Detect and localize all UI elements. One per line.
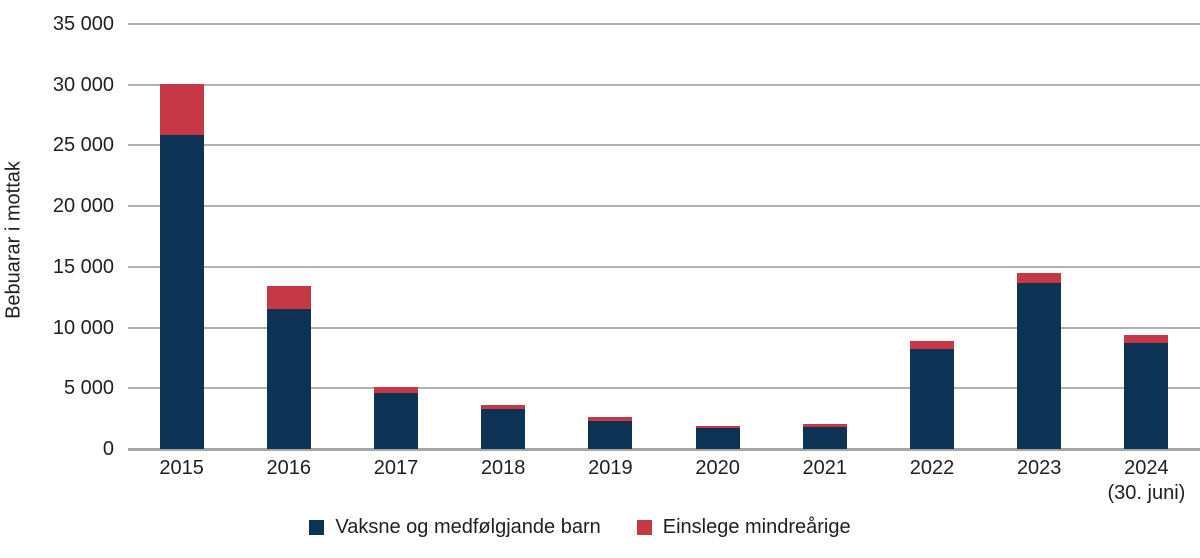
y-tick-label: 10 000 [52, 316, 114, 339]
grid-line [128, 205, 1200, 208]
bar-segment-2021-vaksne [802, 427, 847, 449]
bar-segment-2019-vaksne [588, 421, 633, 449]
y-tick-label: 0 [102, 438, 114, 460]
x-category-year: 2016 [266, 457, 312, 479]
x-category-label: 2018 [443, 456, 563, 481]
y-tick-label: 15 000 [52, 255, 114, 278]
legend-label-einslege: Einslege mindreårige [662, 516, 851, 538]
x-category-label: 2022 [872, 456, 992, 481]
x-category-year: 2022 [909, 457, 955, 479]
bar-segment-2020-einslege [695, 425, 740, 429]
bar-segment-2017-vaksne [374, 393, 418, 449]
bar-segment-2016-einslege [266, 286, 311, 310]
y-tick-label: 5 000 [63, 377, 114, 400]
x-category-sublabel: (30. juni) [1107, 482, 1186, 504]
legend-swatch-einslege [636, 520, 652, 535]
grid-line [128, 265, 1200, 268]
x-category-label: 2020 [658, 456, 778, 481]
grid-line [128, 387, 1200, 390]
grid-line [128, 23, 1200, 25]
x-category-year: 2021 [802, 457, 848, 479]
bar-segment-2018-einslege [481, 405, 526, 409]
x-category-label: 2023 [979, 456, 1099, 481]
grid-line [128, 326, 1200, 329]
x-category-year: 2017 [373, 457, 419, 479]
x-category-year: 2018 [480, 457, 526, 479]
grid-line [128, 83, 1200, 86]
x-category-label: 2017 [336, 456, 456, 481]
legend-label-vaksne: Vaksne og medfølgjande barn [335, 516, 601, 538]
bar-segment-2015-einslege [159, 83, 204, 135]
legend-item-einslege: Einslege mindreårige [636, 516, 851, 539]
x-category-year: 2019 [588, 457, 633, 479]
legend-item-vaksne: Vaksne og medfølgjande barn [309, 516, 601, 539]
x-category-year: 2024 [1124, 457, 1169, 479]
x-category-year: 2015 [159, 457, 204, 479]
bar-segment-2021-einslege [802, 423, 847, 428]
y-tick-label: 30 000 [52, 73, 114, 96]
x-category-label: 2015 [122, 456, 242, 481]
x-category-label: 2016 [229, 456, 349, 481]
bar-segment-2023-einslege [1017, 272, 1062, 283]
grid-line [128, 144, 1200, 147]
bar-segment-2020-vaksne [695, 428, 740, 449]
bar-segment-2022-einslege [910, 340, 954, 350]
y-tick-label: 35 000 [52, 13, 114, 35]
bar-segment-2022-vaksne [910, 349, 954, 449]
legend-swatch-vaksne [309, 520, 325, 535]
bar-segment-2016-vaksne [266, 309, 311, 449]
x-category-label: 2019 [550, 456, 670, 481]
legend: Vaksne og medfølgjande barn Einslege min… [0, 516, 1160, 539]
bar-segment-2024-vaksne [1124, 343, 1169, 449]
bar-segment-2024-einslege [1124, 334, 1169, 344]
bar-segment-2019-einslege [588, 417, 633, 422]
x-category-year: 2020 [695, 457, 740, 479]
bar-segment-2018-vaksne [481, 408, 526, 449]
x-axis-line [128, 448, 1200, 451]
x-category-label: 2021 [765, 456, 885, 481]
y-axis-title: Bebuarar i mottak [2, 161, 25, 319]
bar-segment-2023-vaksne [1017, 282, 1062, 449]
x-category-label: 2024 (30. juni) [1086, 456, 1200, 506]
y-tick-label: 25 000 [52, 134, 114, 157]
x-category-year: 2023 [1016, 457, 1062, 479]
bar-segment-2015-vaksne [159, 134, 204, 449]
y-tick-label: 20 000 [52, 195, 114, 218]
bar-segment-2017-einslege [374, 387, 418, 394]
